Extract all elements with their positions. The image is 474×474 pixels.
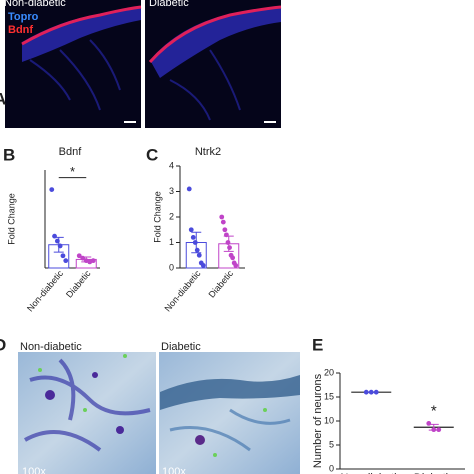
micrograph-d-left [18, 352, 156, 474]
data-point [188, 227, 194, 233]
data-point [76, 253, 82, 259]
y-tick-label: 4 [169, 160, 174, 170]
magnification: 100x [162, 466, 186, 474]
data-point [368, 389, 374, 395]
y-axis-label: Fold Change [6, 193, 16, 245]
x-tick-label: Non-diabetic [340, 472, 402, 474]
y-tick-label: 2 [169, 211, 174, 221]
micrograph-d-right [159, 352, 300, 474]
data-point [220, 219, 226, 225]
data-point [219, 214, 225, 220]
micrograph-a-left [5, 0, 142, 128]
y-tick-label: 20 [324, 367, 334, 377]
y-axis-label: Number of neurons [312, 373, 324, 468]
panel-letter: B [3, 145, 15, 164]
chart-title: Bdnf [59, 146, 83, 158]
data-point [52, 233, 57, 239]
x-tick-label: Non-diabetic [162, 268, 202, 314]
label: Non-diabetic [20, 341, 82, 353]
y-tick-label: 0 [329, 463, 334, 473]
data-point [190, 235, 196, 240]
chart-title: Ntrk2 [195, 146, 221, 158]
y-axis-label: Fold Change [152, 191, 162, 243]
data-point [186, 186, 192, 192]
data-point [426, 421, 432, 426]
data-point [431, 427, 437, 433]
stain-label: Bdnf [8, 24, 33, 36]
data-point [63, 258, 69, 264]
data-point [233, 263, 239, 268]
data-point [225, 240, 231, 245]
panel-letter: E [312, 335, 323, 354]
y-tick-label: 10 [324, 415, 334, 425]
data-point [192, 240, 198, 245]
magnification: 100x [22, 466, 46, 474]
data-point [80, 255, 86, 261]
y-tick-label: 3 [169, 186, 174, 196]
stain-label: Topro [8, 11, 39, 23]
data-point [54, 238, 60, 244]
micrograph-a-right [145, 0, 282, 128]
data-point [194, 247, 200, 253]
data-point [224, 232, 229, 238]
panel-letter: D [0, 335, 6, 354]
panel-letter: A [0, 89, 6, 108]
data-point [373, 389, 379, 395]
data-point [230, 255, 236, 261]
significance: * [70, 164, 75, 179]
data-point [57, 243, 63, 249]
y-tick-label: 1 [169, 237, 174, 247]
data-point [196, 252, 202, 258]
x-tick-label: Diabetic [414, 472, 454, 474]
label: Diabetic [149, 0, 189, 9]
label: Diabetic [161, 341, 201, 353]
data-point [227, 245, 232, 251]
label: Non-diabetic [4, 0, 66, 9]
x-tick-label: Non-diabetic [25, 268, 65, 314]
data-point [49, 187, 55, 193]
x-tick-label: Diabetic [64, 268, 93, 300]
data-point [60, 253, 66, 259]
data-point [436, 427, 442, 433]
data-point [363, 389, 369, 395]
y-tick-label: 15 [324, 391, 334, 401]
data-point [90, 258, 96, 264]
x-tick-label: Diabetic [207, 268, 236, 300]
significance: * [431, 402, 437, 419]
panel-letter: C [146, 145, 158, 164]
data-point [200, 263, 206, 268]
y-tick-label: 0 [169, 262, 174, 272]
data-point [222, 227, 228, 233]
y-tick-label: 5 [329, 439, 334, 449]
